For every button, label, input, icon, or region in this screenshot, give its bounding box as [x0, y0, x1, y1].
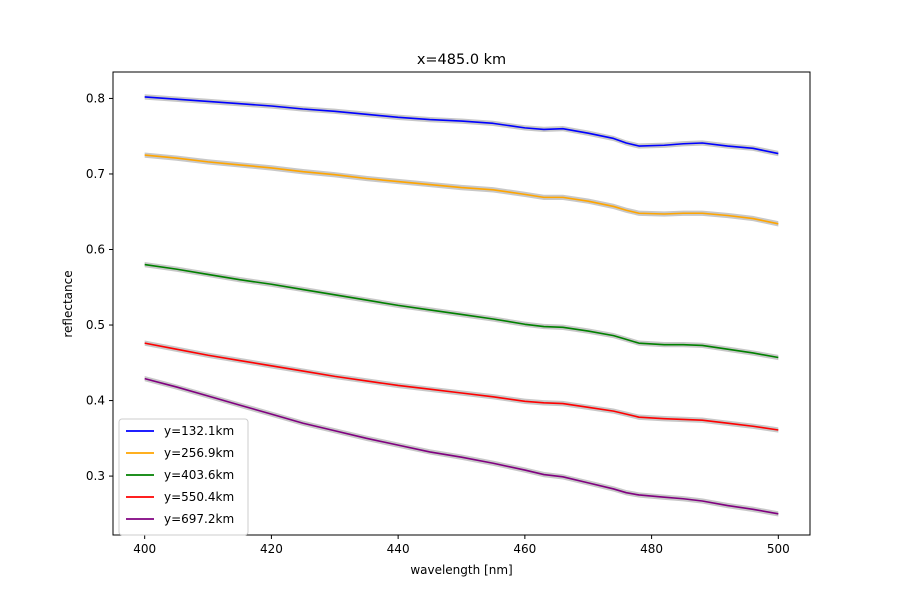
x-tick-label: 460: [513, 542, 536, 556]
series-line-4: [144, 377, 779, 515]
chart-title: x=485.0 km: [417, 52, 506, 68]
y-axis-label: reflectance: [61, 270, 75, 337]
series-lines: [144, 96, 779, 515]
y-tick-label: 0.8: [86, 91, 105, 105]
x-tick-label: 500: [767, 542, 790, 556]
x-axis-ticks: 400 420 440 460 480 500: [133, 535, 790, 556]
legend: y=132.1km y=256.9km y=403.6km y=550.4km y=69…: [118, 418, 249, 536]
legend-label-2: y=403.6km: [164, 468, 234, 482]
series-line-3: [144, 342, 779, 431]
legend-label-3: y=550.4km: [164, 490, 234, 504]
uncertainty-band-3: [144, 340, 779, 433]
x-tick-label: 420: [260, 542, 283, 556]
x-tick-label: 440: [387, 542, 410, 556]
uncertainty-band-4: [144, 376, 779, 517]
y-tick-label: 0.6: [86, 242, 105, 256]
plot-area: [144, 94, 779, 517]
y-axis-ticks: 0.3 0.4 0.5 0.6 0.7 0.8: [86, 91, 113, 483]
y-tick-label: 0.3: [86, 469, 105, 483]
legend-label-0: y=132.1km: [164, 424, 234, 438]
legend-box: [118, 418, 249, 536]
axes-frame: [112, 71, 811, 536]
series-line-1: [144, 154, 779, 225]
y-tick-label: 0.7: [86, 167, 105, 181]
x-axis-label: wavelength [nm]: [410, 563, 512, 577]
uncertainty-band-2: [144, 261, 779, 361]
y-tick-label: 0.4: [86, 394, 105, 408]
y-tick-label: 0.5: [86, 318, 105, 332]
legend-label-1: y=256.9km: [164, 446, 234, 460]
series-line-0: [144, 96, 779, 155]
series-line-2: [144, 263, 779, 359]
legend-label-4: y=697.2km: [164, 512, 234, 526]
x-tick-label: 400: [133, 542, 156, 556]
x-tick-label: 480: [640, 542, 663, 556]
